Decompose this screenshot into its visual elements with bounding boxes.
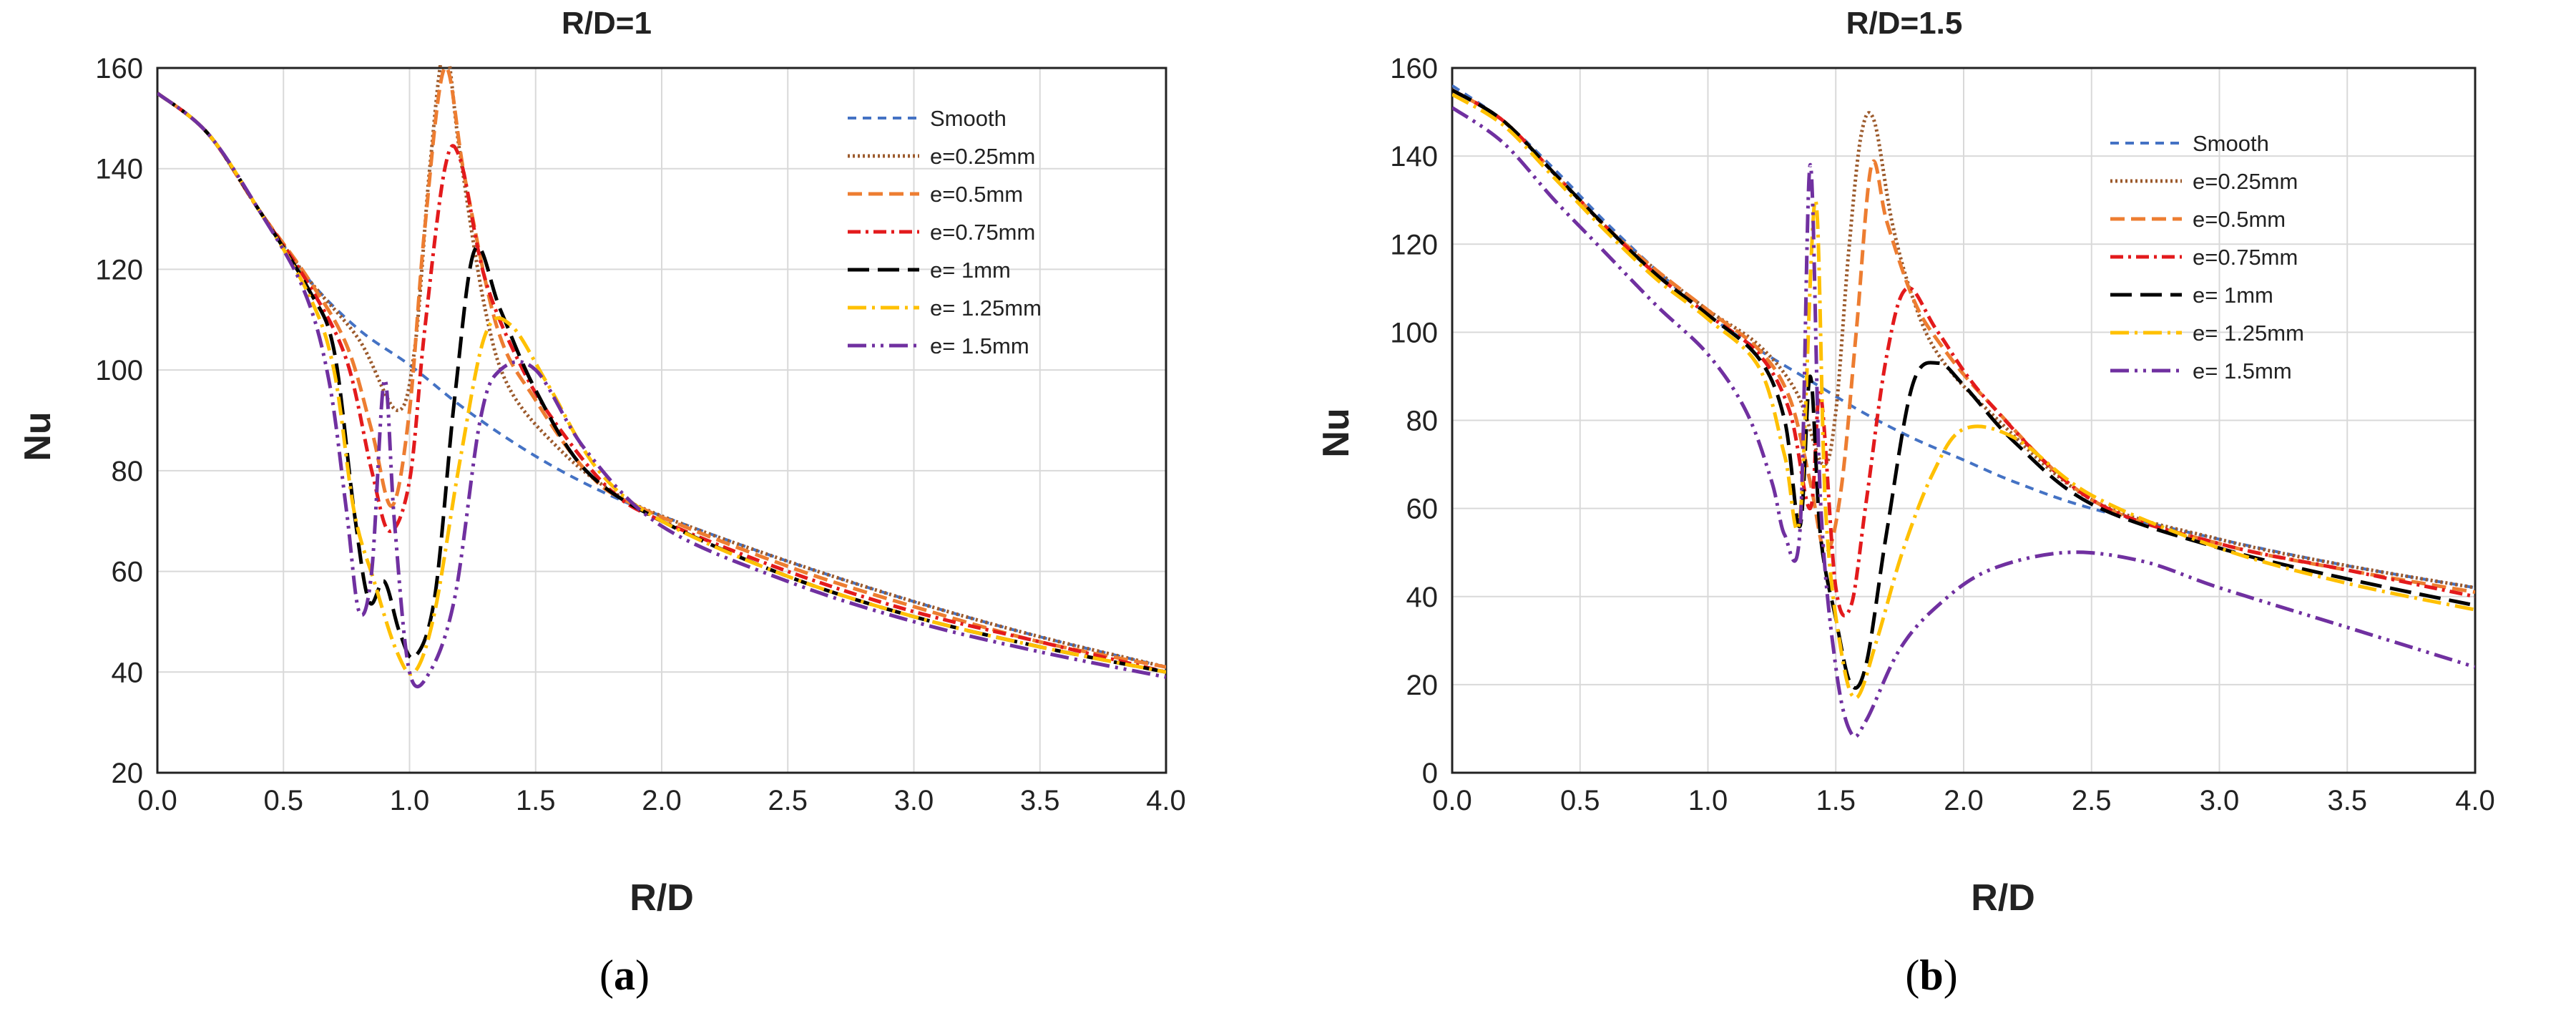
chart-a-x-tick-label: 2.5 (768, 785, 808, 816)
chart-a-y-tick-label: 80 (112, 456, 144, 487)
chart-b-x-tick-label: 0.0 (1432, 785, 1472, 816)
chart-a-series-line-3 (157, 65, 1166, 669)
chart-a-title: R/D=1 (562, 6, 652, 41)
chart-a-x-tick-label: 3.0 (894, 785, 934, 816)
chart-a-x-tick-label: 0.0 (137, 785, 177, 816)
chart-b-y-tick-label: 160 (1390, 53, 1438, 84)
chart-a-xlabel: R/D (630, 877, 694, 919)
chart-b-series-line-7 (1452, 106, 2475, 739)
chart-a-series-line-7 (157, 92, 1166, 689)
chart-a-x-tick-label: 3.5 (1020, 785, 1060, 816)
chart-b-x-tick-label: 4.0 (2455, 785, 2495, 816)
chart-a-x-tick-label: 1.0 (390, 785, 430, 816)
chart-a-caption: (a) (599, 952, 650, 999)
chart-b-y-tick-label: 140 (1390, 141, 1438, 172)
chart-a-y-tick-label: 60 (112, 557, 144, 588)
chart-b-legend-label: e= 1.5mm (2193, 358, 2292, 384)
chart-b-legend-label: e= 1.25mm (2193, 321, 2304, 346)
chart-b: R/D=1.5 0.0 0.5 1.0 1.5 2.0 2.5 3.0 3.5 4.0 0 20 4… (1316, 6, 2495, 999)
chart-b-caption: (b) (1905, 952, 1957, 999)
chart-b-legend-label: e=0.25mm (2193, 169, 2298, 194)
chart-b-lines (1452, 84, 2475, 739)
chart-b-x-tick-label: 3.0 (2200, 785, 2240, 816)
chart-a-x-tick-label: 0.5 (263, 785, 303, 816)
chart-b-y-tick-label: 20 (1406, 670, 1439, 701)
chart-a-y-tick-label: 140 (95, 154, 143, 185)
chart-a-y-tick-label: 40 (112, 657, 144, 688)
chart-a-legend-label: e=0.75mm (930, 220, 1035, 245)
chart-a-y-tick-label: 120 (95, 254, 143, 285)
chart-b-x-tick-label: 2.0 (1944, 785, 1984, 816)
chart-b-legend-label: e=0.75mm (2193, 245, 2298, 270)
chart-b-x-tick-label: 1.0 (1688, 785, 1728, 816)
chart-a-x-tick-label: 4.0 (1146, 785, 1186, 816)
chart-a-legend: Smooth e=0.25mm e=0.5mm e=0.75mm e= 1mm e= 1.… (848, 106, 1042, 358)
chart-a-series-line-6 (157, 92, 1166, 676)
chart-a-legend-label: e=0.5mm (930, 182, 1023, 207)
chart-a-series-line-4 (157, 92, 1166, 674)
svg-text:(b): (b) (1905, 952, 1957, 999)
chart-b-y-ticks: 0 20 40 60 80 100 120 140 160 (1390, 53, 1438, 789)
chart-b-x-tick-label: 1.5 (1816, 785, 1856, 816)
chart-b-legend-label: e= 1mm (2193, 283, 2273, 308)
chart-b-x-ticks: 0.0 0.5 1.0 1.5 2.0 2.5 3.0 3.5 4.0 (1432, 785, 2495, 816)
chart-b-legend-label: e=0.5mm (2193, 207, 2286, 232)
chart-a-ylabel: Nu (17, 411, 59, 461)
chart-a-x-tick-label: 2.0 (642, 785, 682, 816)
chart-b-caption-letter: b (1919, 952, 1943, 999)
chart-a-legend-label: Smooth (930, 106, 1007, 131)
svg-text:(a): (a) (599, 952, 650, 999)
chart-b-legend-label: Smooth (2193, 131, 2269, 156)
chart-b-y-tick-label: 80 (1406, 406, 1439, 437)
chart-b-y-tick-label: 40 (1406, 582, 1439, 613)
chart-a-legend-label: e=0.25mm (930, 144, 1035, 169)
chart-b-legend: Smooth e=0.25mm e=0.5mm e=0.75mm e= 1mm e= 1.… (2110, 131, 2304, 384)
chart-a-x-tick-label: 1.5 (516, 785, 556, 816)
chart-b-x-tick-label: 3.5 (2327, 785, 2367, 816)
chart-a-caption-letter: a (614, 952, 635, 999)
chart-b-xlabel: R/D (1971, 877, 2035, 919)
chart-b-y-tick-label: 100 (1390, 317, 1438, 348)
chart-b-x-tick-label: 2.5 (2072, 785, 2112, 816)
chart-a-lines (157, 65, 1166, 689)
chart-a-legend-label: e= 1mm (930, 258, 1011, 283)
chart-b-ylabel: Nu (1316, 408, 1357, 457)
chart-b-y-tick-label: 60 (1406, 494, 1439, 525)
chart-a-x-ticks: 0.0 0.5 1.0 1.5 2.0 2.5 3.0 3.5 4.0 (137, 785, 1186, 816)
chart-a-legend-label: e= 1.5mm (930, 333, 1029, 358)
chart-b-series-line-6 (1452, 92, 2475, 700)
chart-a-y-ticks: 20 40 60 80 100 120 140 160 (95, 53, 143, 789)
chart-a-y-tick-label: 100 (95, 355, 143, 386)
chart-a-legend-label: e= 1.25mm (930, 296, 1042, 321)
chart-b-y-tick-label: 120 (1390, 229, 1438, 260)
chart-b-title: R/D=1.5 (1846, 6, 1963, 41)
chart-b-x-tick-label: 0.5 (1560, 785, 1600, 816)
chart-b-y-tick-label: 0 (1422, 758, 1438, 789)
chart-b-plot-area (1451, 67, 2477, 774)
chart-b-series-line-4 (1452, 88, 2475, 617)
chart-a-series-line-5 (157, 92, 1166, 674)
chart-a-y-tick-label: 20 (112, 758, 144, 789)
chart-a-plot-area (156, 67, 1167, 774)
chart-a-y-tick-label: 160 (95, 53, 143, 84)
